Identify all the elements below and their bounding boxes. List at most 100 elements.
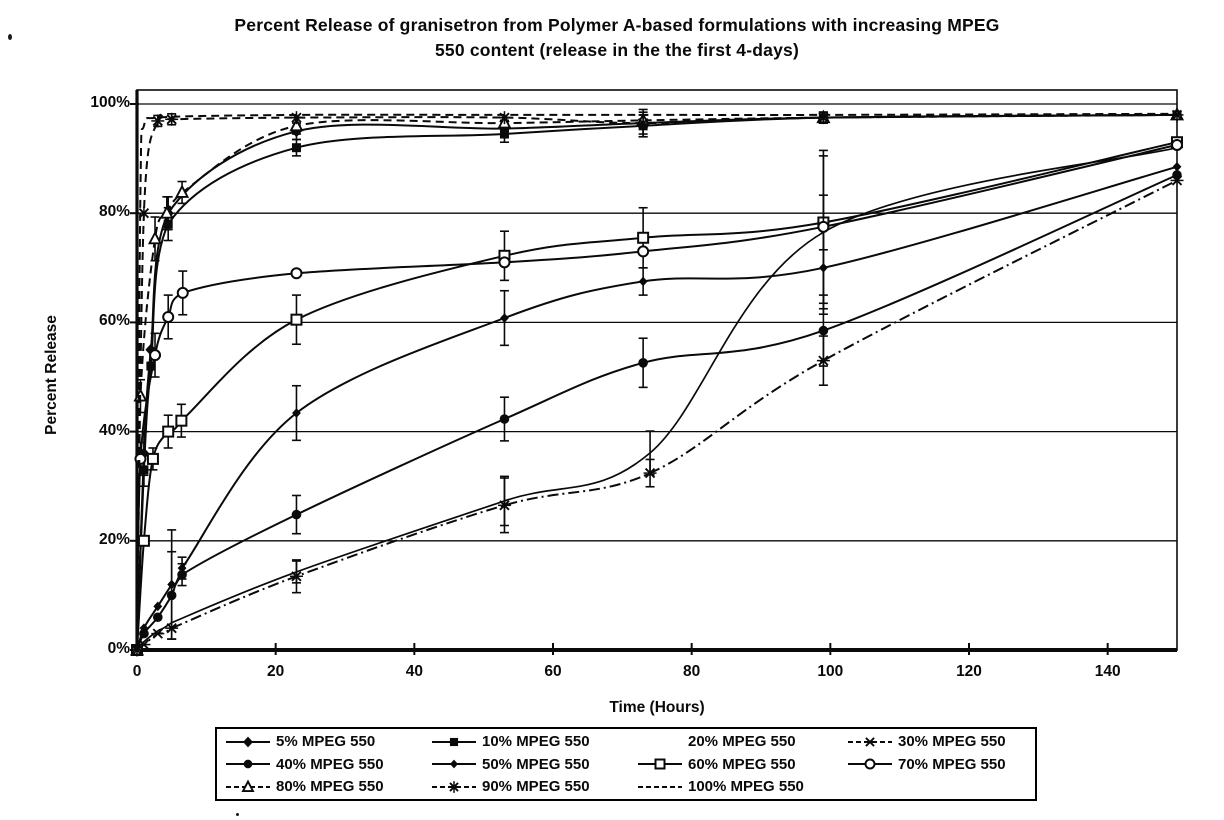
- circle-open-marker: [176, 286, 189, 299]
- circle-open-marker: [290, 267, 303, 280]
- legend-sample: [226, 779, 270, 792]
- circle-filled-marker: [291, 509, 302, 520]
- triangle-open-marker: [174, 184, 190, 198]
- x-tick-label: 20: [267, 663, 285, 680]
- series-60-mpeg-550: [131, 136, 1183, 656]
- chart-title: Percent Release of granisetron from Poly…: [157, 13, 1077, 63]
- legend-label: 100% MPEG 550: [688, 778, 804, 795]
- scan-speck: [8, 34, 12, 40]
- series-70-mpeg-550: [131, 138, 1183, 656]
- series-curve: [136, 143, 1178, 651]
- legend-label: 40% MPEG 550: [276, 755, 384, 773]
- legend-item: 80% MPEG 550: [225, 776, 431, 798]
- circle-filled-marker: [243, 759, 253, 769]
- legend-item: 10% MPEG 550: [431, 731, 637, 753]
- square-filled-marker: [163, 219, 173, 229]
- diamond-filled-small-marker: [153, 601, 163, 612]
- series-curve: [136, 146, 1178, 651]
- y-tick-label: 60%: [98, 312, 130, 330]
- legend-item: 20% MPEG 550: [637, 731, 847, 753]
- y-tick-label: 40%: [98, 421, 130, 439]
- legend-label: 50% MPEG 550: [482, 755, 590, 773]
- square-open-marker: [637, 231, 650, 244]
- square-open-marker: [654, 758, 666, 770]
- legend-label: 5% MPEG 550: [276, 733, 376, 750]
- square-filled-marker: [499, 129, 509, 139]
- series-30-mpeg-550: [130, 175, 1184, 656]
- x-tick-label: 80: [683, 663, 701, 680]
- circle-filled-marker: [153, 612, 163, 623]
- scan-speck: [236, 813, 239, 816]
- legend-sample: [226, 759, 270, 769]
- series-10-mpeg-550: [132, 110, 1182, 655]
- legend-item: 5% MPEG 550: [225, 731, 431, 753]
- legend-sample: [848, 736, 892, 747]
- legend-sample: [432, 737, 476, 746]
- series-curve: [136, 113, 1178, 651]
- legend-sample: [226, 736, 270, 747]
- x-tick-label: 40: [405, 663, 423, 680]
- square-open-marker: [290, 313, 303, 326]
- x-tick-label: 140: [1094, 663, 1121, 680]
- legend-item: 30% MPEG 550: [847, 731, 1035, 753]
- diamond-filled-small-marker: [1172, 161, 1182, 172]
- x-tick-label: 120: [956, 663, 982, 680]
- series-100-mpeg-550: [136, 112, 1178, 651]
- legend-sample: [432, 780, 476, 793]
- square-filled-marker: [449, 737, 459, 746]
- triangle-open-marker: [289, 117, 304, 132]
- legend-label: 30% MPEG 550: [898, 733, 1006, 750]
- legend-item: 40% MPEG 550: [225, 753, 431, 775]
- series-curve: [136, 113, 1178, 651]
- circle-open-marker: [637, 245, 650, 258]
- series-20-mpeg-550: [136, 146, 1178, 651]
- square-filled-marker: [146, 361, 156, 371]
- legend-sample: [638, 758, 682, 770]
- legend-item: 100% MPEG 550: [637, 776, 847, 798]
- legend-item: 70% MPEG 550: [847, 753, 1035, 775]
- triangle-open-marker: [241, 779, 255, 792]
- diamond-filled-small-marker: [638, 276, 648, 287]
- diamond-filled-marker: [243, 736, 253, 747]
- circle-open-marker: [498, 256, 511, 269]
- circle-open-marker: [1171, 138, 1183, 151]
- legend-sample: [432, 759, 476, 769]
- diamond-filled-small-marker: [177, 563, 187, 573]
- circle-open-marker: [162, 310, 175, 323]
- x-tick-label: 60: [544, 663, 562, 680]
- square-open-marker: [175, 414, 188, 427]
- legend-label: 60% MPEG 550: [688, 755, 796, 773]
- triangle-open-marker: [159, 205, 174, 219]
- x-tick-label: 100: [817, 663, 844, 680]
- diamond-filled-small-marker: [292, 408, 301, 418]
- y-tick-label: 80%: [98, 203, 130, 221]
- legend-sample: [637, 734, 683, 750]
- legend-item: 50% MPEG 550: [431, 753, 637, 775]
- circle-open-marker: [134, 452, 147, 465]
- legend-label: 10% MPEG 550: [482, 733, 590, 750]
- square-open-marker: [146, 452, 159, 465]
- square-open-marker: [162, 425, 175, 438]
- circle-filled-marker: [499, 414, 510, 424]
- circle-open-marker: [864, 758, 876, 770]
- y-tick-label: 20%: [98, 530, 130, 548]
- legend-label: 90% MPEG 550: [482, 778, 590, 795]
- series-curve: [136, 113, 1178, 651]
- square-filled-marker: [139, 465, 149, 475]
- circle-open-marker: [149, 349, 162, 362]
- series-80-mpeg-550: [129, 106, 1185, 656]
- circle-open-marker: [817, 220, 830, 233]
- legend-label: 20% MPEG 550: [688, 733, 796, 750]
- legend-sample: [638, 785, 682, 788]
- legend-item: 60% MPEG 550: [637, 753, 847, 775]
- circle-filled-marker: [818, 325, 829, 336]
- y-tick-label: 100%: [90, 94, 130, 111]
- legend-sample: [848, 758, 892, 770]
- diamond-filled-small-marker: [450, 759, 458, 769]
- legend-item: 90% MPEG 550: [431, 776, 637, 798]
- series-curve: [136, 113, 1178, 651]
- series-40-mpeg-550: [132, 170, 1182, 655]
- circle-filled-marker: [638, 358, 648, 368]
